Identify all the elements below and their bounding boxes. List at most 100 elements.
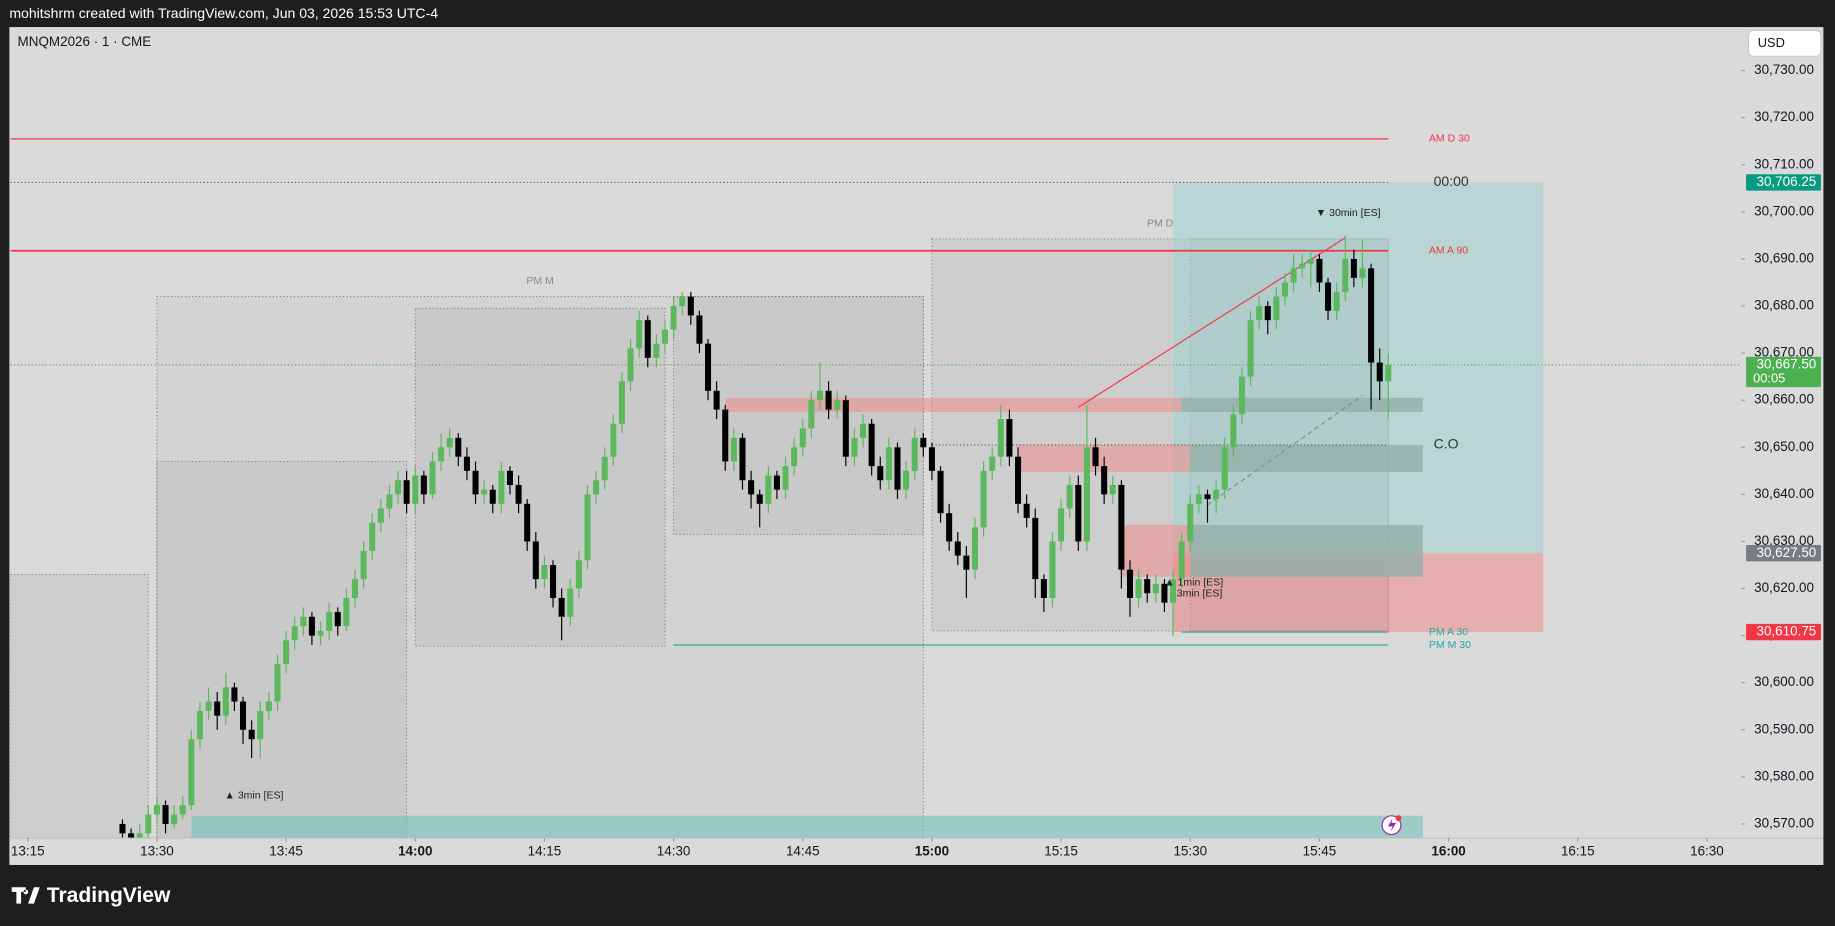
candle-body — [171, 814, 178, 824]
candle-body — [1290, 268, 1297, 283]
candle-body — [877, 466, 884, 481]
price-badge-label: 30,627.50 — [1756, 545, 1816, 560]
x-tick-label: 14:15 — [528, 844, 562, 859]
candle-body — [550, 564, 557, 598]
brand-logo — [11, 887, 40, 904]
alert-dot — [1395, 815, 1402, 822]
candle-body — [231, 687, 238, 702]
candle-body — [386, 494, 393, 509]
candle-body — [119, 823, 126, 834]
candle-body — [1316, 258, 1323, 283]
candle-body — [1307, 258, 1314, 264]
candle-body — [1015, 456, 1022, 504]
candle-body — [1049, 541, 1056, 598]
annotation: 3min [ES] — [1177, 587, 1223, 599]
candle-body — [868, 423, 875, 467]
candle-body — [980, 470, 987, 528]
candle-body — [679, 296, 686, 307]
y-tick-label: 30,710.00 — [1754, 156, 1814, 171]
candle-body — [687, 296, 694, 316]
trend-line — [1207, 395, 1363, 506]
candle-body — [773, 475, 780, 490]
candle-body — [636, 320, 643, 349]
candle-body — [145, 814, 152, 834]
y-tick-label: 30,650.00 — [1754, 439, 1814, 454]
candle-body — [377, 508, 384, 523]
currency-button[interactable] — [1747, 29, 1822, 57]
level-label: AM D 30 — [1429, 133, 1470, 145]
y-tick-label: 30,600.00 — [1754, 674, 1814, 689]
candle-body — [1152, 583, 1159, 594]
candle-body — [1376, 362, 1383, 382]
candle-body — [274, 663, 281, 702]
candle-body — [816, 390, 823, 401]
x-tick-label: 16:00 — [1431, 844, 1465, 859]
zone-label: PM D — [1147, 218, 1174, 230]
candle-body — [575, 560, 582, 589]
alert-icon-bolt — [1387, 818, 1397, 833]
candle-body — [1342, 258, 1349, 292]
zone — [673, 296, 924, 535]
candle-body — [446, 437, 453, 448]
y-tick-label: 30,630.00 — [1754, 533, 1814, 548]
x-tick-label: 15:15 — [1044, 844, 1078, 859]
candle-body — [791, 447, 798, 467]
candle-body — [326, 612, 333, 631]
zone — [10, 573, 149, 839]
candle-body — [825, 390, 832, 410]
candle-body — [928, 447, 935, 471]
y-tick-label: 30,720.00 — [1754, 109, 1814, 124]
caption: mohitshrm created with TradingView.com, … — [9, 5, 438, 21]
candle-body — [283, 640, 290, 664]
currency[interactable]: USD — [1758, 35, 1785, 50]
candle-body — [1109, 484, 1116, 495]
candle-body — [1281, 282, 1288, 297]
candle-body — [1101, 466, 1108, 495]
x-tick-label: 13:15 — [11, 844, 45, 859]
candle-body — [136, 833, 143, 839]
y-tick-label: 30,580.00 — [1754, 768, 1814, 783]
candle-body — [1126, 569, 1133, 598]
price-axis — [1741, 28, 1824, 865]
candle-body — [360, 550, 367, 580]
candle-body — [265, 701, 272, 711]
zone — [1173, 182, 1544, 554]
y-tick-label: 30,570.00 — [1754, 815, 1814, 830]
candle-body — [351, 579, 358, 598]
candle-body — [661, 329, 668, 344]
candle-body — [1118, 484, 1125, 570]
candle-body — [369, 522, 376, 551]
zone — [1190, 524, 1423, 577]
candle-body — [739, 437, 746, 481]
candle-body — [403, 480, 410, 504]
candle-body — [1204, 494, 1211, 500]
candle-body — [291, 626, 298, 641]
y-tick-label: 30,620.00 — [1754, 580, 1814, 595]
price-badge-label: 30,667.50 — [1756, 356, 1816, 371]
plot — [10, 138, 1742, 839]
candle-body — [481, 489, 488, 495]
candle-body — [1170, 579, 1177, 603]
candle-body — [989, 456, 996, 471]
candle-body — [1092, 447, 1099, 467]
candle-body — [524, 503, 531, 542]
candle-body — [765, 475, 772, 504]
candle-body — [584, 494, 591, 561]
candle-body — [515, 484, 522, 504]
price-badge-label: 30,610.75 — [1756, 624, 1816, 639]
candle-body — [670, 306, 677, 330]
price-badge — [1746, 174, 1821, 191]
candle-body — [885, 447, 892, 481]
zone — [156, 296, 924, 839]
candle-body — [997, 419, 1004, 457]
candle-body — [1006, 419, 1013, 457]
y-tick-label: 30,590.00 — [1754, 721, 1814, 736]
candle-body — [834, 400, 841, 410]
candle-body — [1178, 541, 1185, 580]
candle-body — [1144, 579, 1151, 594]
candle-body — [963, 555, 970, 570]
candle-body — [300, 616, 307, 627]
candle-body — [472, 470, 479, 495]
candle-body — [1264, 306, 1271, 321]
